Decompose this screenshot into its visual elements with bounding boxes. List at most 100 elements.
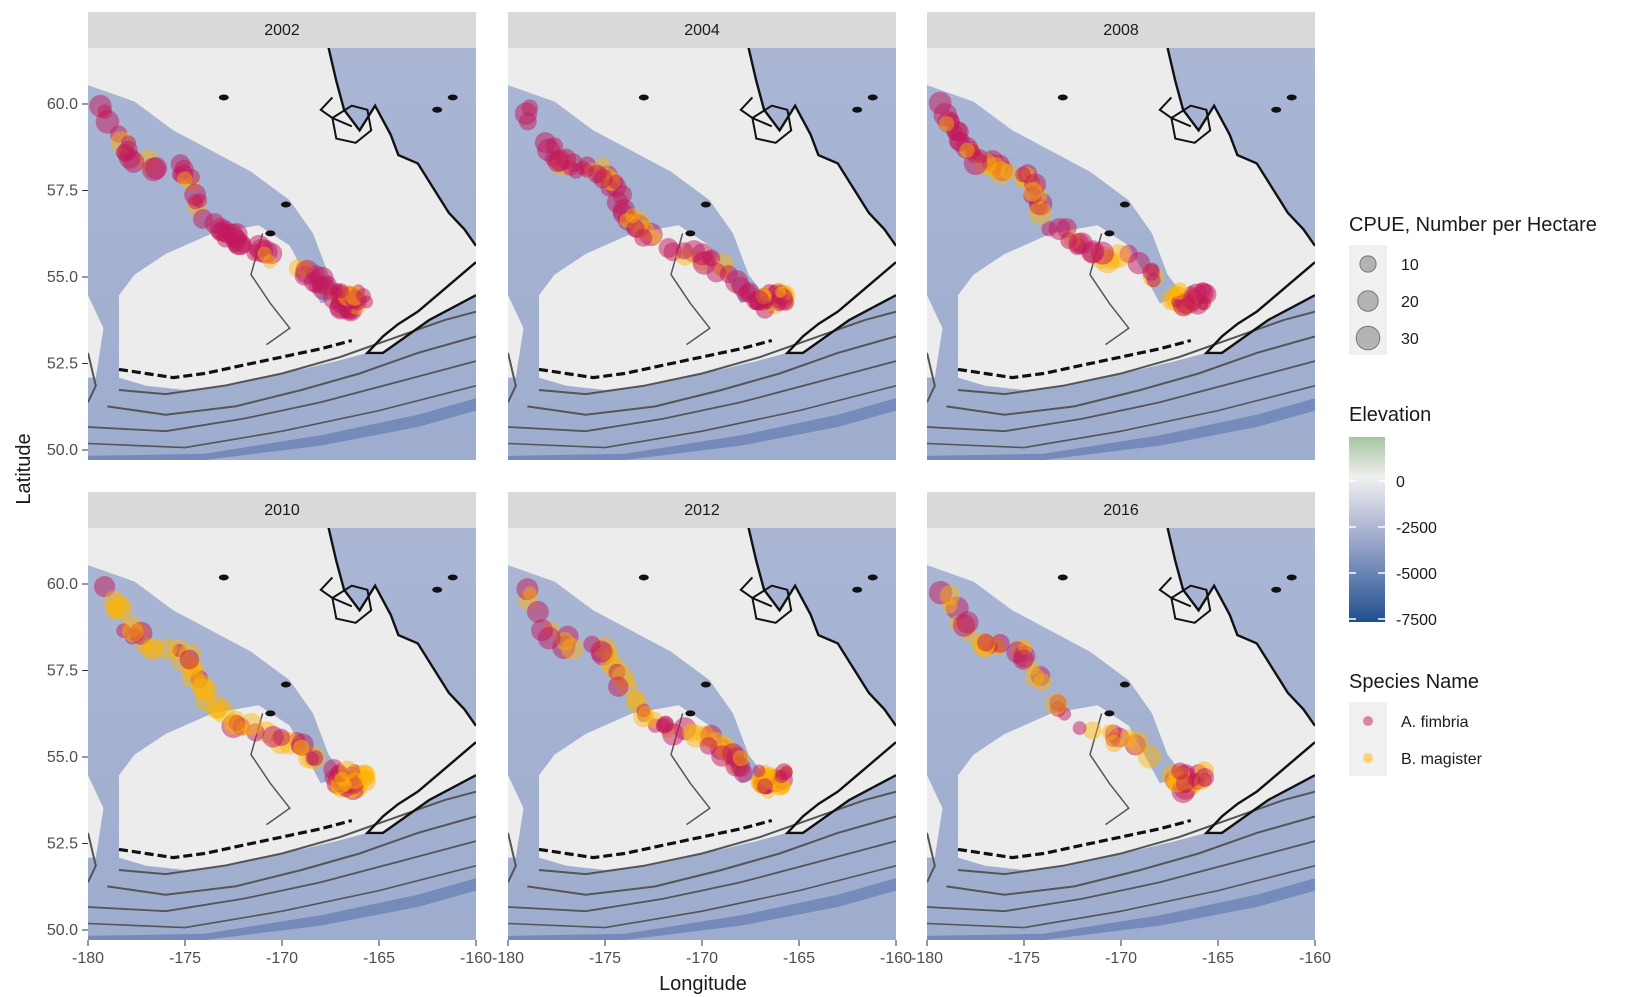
cpue-point-a-fimbria bbox=[516, 578, 539, 601]
small-island bbox=[852, 586, 863, 593]
alaska-coastline bbox=[327, 48, 476, 247]
small-island bbox=[1286, 574, 1297, 581]
cpue-point-a-fimbria bbox=[928, 580, 953, 605]
cpue-point-b-magister bbox=[1101, 723, 1119, 741]
small-island bbox=[1271, 106, 1282, 113]
small-island bbox=[1119, 201, 1130, 208]
cpue-point-cluster bbox=[1197, 772, 1212, 787]
aleutian-islands bbox=[538, 818, 773, 860]
species-legend-label: A. fimbria bbox=[1401, 714, 1469, 731]
cpue-point-a-fimbria bbox=[1145, 262, 1160, 277]
small-island bbox=[1057, 94, 1068, 101]
small-island bbox=[1104, 710, 1115, 717]
cpue-point-a-fimbria bbox=[956, 611, 979, 634]
cpue-point-a-fimbria bbox=[1060, 232, 1078, 250]
y-tick-label: 52.5 bbox=[47, 356, 78, 373]
species-legend-keys-bg bbox=[1349, 702, 1387, 776]
cpue-point-b-magister bbox=[625, 208, 641, 224]
panel-2002: 2002 bbox=[88, 12, 476, 460]
cpue-point-b-magister bbox=[177, 171, 193, 187]
cpue-point-a-fimbria bbox=[179, 649, 200, 670]
cpue-point-b-magister bbox=[122, 621, 144, 643]
cpue-point-b-magister bbox=[293, 739, 310, 756]
elevation-legend-label: -7500 bbox=[1396, 612, 1437, 629]
cpue-bubbles bbox=[89, 94, 374, 322]
depth-contour bbox=[508, 865, 896, 929]
small-island bbox=[265, 230, 276, 237]
elevation-legend-label: -2500 bbox=[1396, 520, 1437, 537]
map-area bbox=[927, 528, 1315, 940]
cpue-point-cluster bbox=[1182, 289, 1204, 311]
cpue-point-a-fimbria bbox=[655, 718, 671, 734]
st-lawrence-island bbox=[331, 104, 373, 144]
cpue-point-a-fimbria bbox=[93, 576, 116, 598]
deep-trench bbox=[927, 878, 1315, 940]
cpue-point-a-fimbria bbox=[1030, 666, 1051, 686]
cpue-point-b-magister bbox=[959, 142, 975, 159]
kamchatka-land bbox=[508, 775, 524, 858]
y-tick-label: 50.0 bbox=[47, 922, 78, 939]
small-island bbox=[432, 106, 443, 113]
y-tick-label: 52.5 bbox=[47, 836, 78, 853]
cpue-point-a-fimbria bbox=[116, 623, 131, 639]
x-tick-label: -170 bbox=[686, 950, 718, 967]
kamchatka-land bbox=[88, 295, 104, 378]
cpue-point-b-magister bbox=[195, 679, 218, 702]
alaska-peninsula-coast bbox=[364, 261, 476, 355]
shelf-area bbox=[88, 48, 476, 390]
cpue-point-b-magister bbox=[155, 638, 178, 660]
seward-peninsula-coast bbox=[319, 576, 353, 608]
cpue-point-b-magister bbox=[108, 596, 133, 621]
aleutian-islands bbox=[118, 818, 353, 860]
facet-strip-label: 2004 bbox=[684, 22, 720, 39]
cpue-point-b-magister bbox=[103, 590, 126, 613]
depth-contour bbox=[538, 310, 896, 396]
small-island bbox=[867, 574, 878, 581]
x-tick-label: -175 bbox=[589, 950, 621, 967]
cpue-point-a-fimbria bbox=[1146, 272, 1161, 288]
y-tick-label: 55.0 bbox=[47, 749, 78, 766]
cpue-bubbles bbox=[516, 578, 793, 799]
x-tick-label: -170 bbox=[266, 950, 298, 967]
cpue-point-b-magister bbox=[989, 161, 1013, 185]
panel-2012: 2012 bbox=[508, 492, 896, 940]
x-tick-label: -160 bbox=[880, 950, 912, 967]
cpue-point-a-fimbria bbox=[1124, 734, 1146, 756]
shelf-area bbox=[88, 528, 476, 870]
kamchatka-land bbox=[927, 775, 943, 858]
cpue-point-b-magister bbox=[561, 637, 584, 660]
deep-trench bbox=[508, 878, 896, 940]
alaska-peninsula-coast bbox=[364, 741, 476, 835]
map-area bbox=[88, 48, 476, 460]
y-tick-label: 60.0 bbox=[47, 96, 78, 113]
cpue-point-a-fimbria bbox=[701, 726, 716, 742]
alaska-coastline bbox=[1166, 528, 1315, 727]
cpue-point-a-fimbria bbox=[703, 249, 721, 267]
st-lawrence-island bbox=[751, 584, 793, 624]
size-legend-label: 20 bbox=[1401, 294, 1419, 311]
map-area bbox=[88, 528, 476, 940]
depth-contour bbox=[927, 360, 1315, 433]
small-island bbox=[685, 710, 696, 717]
depth-contour bbox=[118, 310, 476, 396]
small-island bbox=[447, 94, 458, 101]
cpue-point-b-magister bbox=[732, 749, 750, 767]
depth-contour bbox=[88, 385, 476, 449]
cpue-point-a-fimbria bbox=[636, 703, 651, 718]
cpue-point-a-fimbria bbox=[946, 124, 963, 140]
cpue-point-b-magister bbox=[939, 585, 960, 606]
cpue-point-b-magister bbox=[223, 714, 244, 735]
seward-peninsula-coast bbox=[1158, 576, 1192, 608]
depth-contour bbox=[88, 840, 476, 913]
depth-contour bbox=[957, 310, 1315, 396]
facet-strip bbox=[927, 492, 1315, 528]
cpue-point-b-magister bbox=[204, 695, 229, 719]
size-legend-label: 10 bbox=[1401, 257, 1419, 274]
facet-strip-label: 2012 bbox=[684, 502, 720, 519]
cpue-point-a-fimbria bbox=[228, 715, 245, 732]
legend: CPUE, Number per Hectare 10 20 30 Elevatio… bbox=[1349, 214, 1597, 776]
size-legend-key bbox=[1359, 255, 1377, 273]
panel-2008: 2008 bbox=[927, 12, 1315, 460]
deep-trench bbox=[927, 398, 1315, 460]
depth-contour bbox=[538, 790, 896, 876]
